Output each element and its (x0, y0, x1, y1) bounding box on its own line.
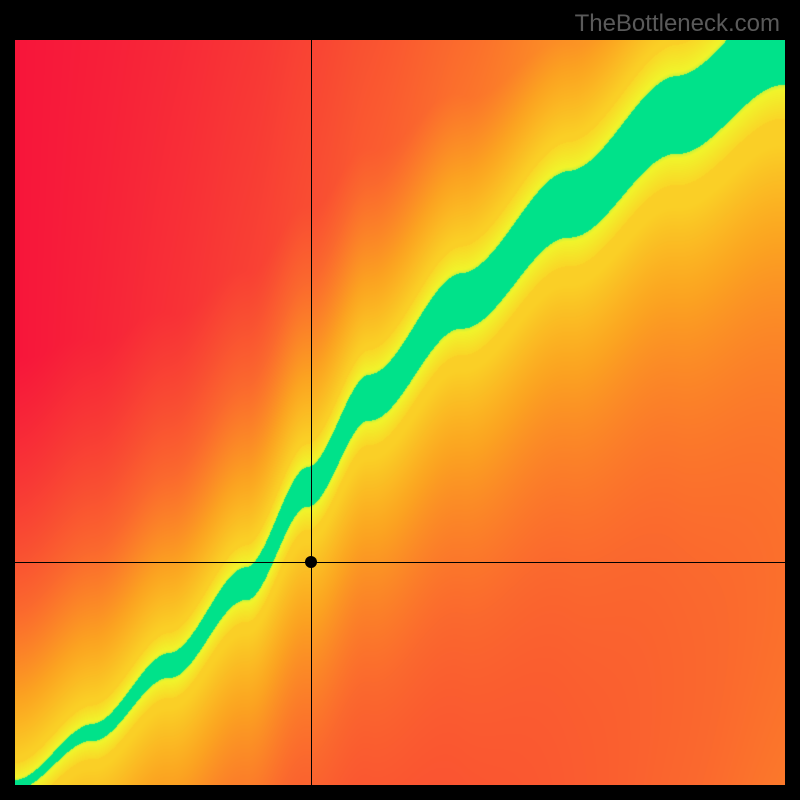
crosshair-horizontal (15, 562, 785, 563)
crosshair-marker (305, 556, 317, 568)
crosshair-vertical (311, 40, 312, 785)
heatmap-canvas (15, 40, 785, 785)
watermark-text: TheBottleneck.com (575, 10, 780, 38)
heatmap-plot (15, 40, 785, 785)
bottleneck-heatmap-container: { "watermark": { "text": "TheBottleneck.… (0, 0, 800, 800)
